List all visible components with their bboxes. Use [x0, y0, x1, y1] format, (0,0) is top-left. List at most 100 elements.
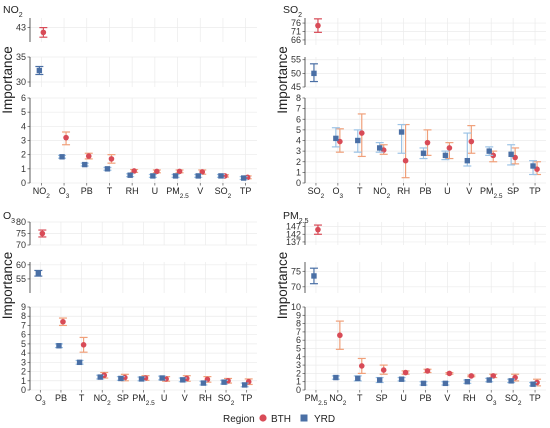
- y-tick-label: 6: [296, 114, 301, 124]
- point-yrd-u: [150, 173, 156, 179]
- series-yrd: [35, 65, 248, 181]
- x-tick-label-tp: TP: [529, 186, 541, 196]
- point-bth-o3: [39, 230, 46, 237]
- x-tick-label-u: U: [161, 393, 168, 403]
- series-bth: [313, 18, 542, 179]
- y-tick-label: 8: [296, 319, 301, 329]
- point-bth-v: [468, 138, 475, 145]
- y-tick-label: 0: [21, 385, 26, 395]
- x-tick-label-rh: RH: [463, 393, 476, 403]
- y-tick-label: 3: [21, 136, 26, 146]
- x-tick-label-so2: SO2: [218, 393, 235, 407]
- point-yrd-pm25: [311, 273, 317, 279]
- point-bth-pb: [85, 153, 92, 159]
- point-yrd-pb: [56, 343, 62, 349]
- x-tick-label-no2: NO2: [329, 393, 347, 407]
- x-tick-label-pm25: PM2.5: [132, 393, 155, 407]
- y-tick-label: 2: [21, 367, 26, 377]
- y-tick-label: 1: [296, 377, 301, 387]
- point-yrd-so2: [311, 70, 317, 77]
- point-yrd-o3: [59, 154, 65, 160]
- x-tick-label-pb: PB: [419, 393, 431, 403]
- axis-segment-2: 30 35: [16, 52, 257, 87]
- series-bth: [313, 224, 542, 387]
- y-tick-label: 4: [21, 121, 26, 131]
- point-bth-rh: [402, 157, 409, 164]
- y-tick-label: 80: [16, 217, 26, 227]
- point-bth-o3: [63, 134, 69, 141]
- y-tick-label: 4: [296, 352, 301, 362]
- point-yrd-o3: [333, 135, 339, 142]
- y-tick-label: 1: [21, 376, 26, 386]
- y-tick-label: 66: [291, 35, 301, 45]
- point-yrd-tp: [530, 163, 536, 169]
- y-tick-label: 45: [291, 82, 301, 92]
- x-tick-label-o3: O3: [59, 186, 70, 200]
- y-axis-label: Importance: [0, 46, 15, 114]
- point-bth-pb: [60, 318, 66, 325]
- x-tick-label-rh: RH: [397, 186, 410, 196]
- y-tick-label: 5: [21, 107, 26, 117]
- point-yrd-no2: [36, 67, 43, 74]
- y-tick-label: 5: [21, 339, 26, 349]
- point-yrd-rh: [464, 379, 471, 385]
- x-tick-label-so2: SO2: [308, 186, 325, 200]
- point-yrd-sp: [118, 375, 124, 382]
- axis-segment-2: 45 50 55: [291, 55, 546, 92]
- point-yrd-tp: [530, 381, 536, 387]
- x-tick-label-t: T: [357, 393, 363, 403]
- x-tick-label-tp: TP: [241, 393, 253, 403]
- point-bth-pm25: [315, 226, 321, 233]
- point-bth-pm25: [176, 168, 183, 175]
- y-tick-label: 2: [296, 157, 301, 167]
- y-tick-label: 4: [296, 136, 301, 146]
- point-bth-pb: [424, 368, 431, 374]
- point-bth-so2: [315, 22, 321, 29]
- y-tick-label: 6: [21, 93, 26, 103]
- point-yrd-t: [76, 359, 83, 366]
- y-tick-label: 2: [21, 150, 26, 160]
- point-yrd-rh: [398, 129, 405, 135]
- legend-marker-yrd: [300, 414, 308, 422]
- x-axis: NO2 O3 PB T RH U PM2.5 V SO2 TP: [33, 183, 251, 200]
- x-tick-label-pm25: PM2.5: [480, 186, 503, 200]
- x-tick-label-no2: NO2: [94, 393, 112, 407]
- y-tick-label: 9: [21, 302, 26, 312]
- point-bth-t: [358, 130, 365, 136]
- y-tick-label: 1: [21, 164, 26, 174]
- x-tick-label-sp: SP: [507, 186, 519, 196]
- panel-title: NO2: [3, 4, 23, 19]
- point-bth-u: [446, 145, 453, 151]
- y-tick-label: 6: [296, 335, 301, 345]
- point-yrd-so2: [218, 173, 224, 179]
- x-tick-label-pm25: PM2.5: [166, 186, 189, 200]
- point-yrd-sp: [376, 377, 383, 383]
- point-bth-pb: [424, 139, 431, 146]
- x-axis: SO2 O3 T NO2 RH PB U V PM2.5 SP TP: [308, 183, 541, 200]
- point-bth-pm25: [490, 152, 497, 159]
- point-yrd-v: [195, 173, 201, 179]
- legend-marker-bth: [259, 414, 267, 422]
- point-yrd-pb: [420, 380, 427, 387]
- x-tick-label-u: U: [444, 186, 451, 196]
- x-tick-label-v: V: [197, 186, 203, 196]
- point-bth-rh: [468, 373, 475, 379]
- y-tick-label: 50: [291, 68, 301, 78]
- y-tick-label: 0: [296, 385, 301, 395]
- y-tick-label: 7: [21, 320, 26, 330]
- point-bth-rh: [131, 168, 137, 174]
- y-axis-label: Importance: [275, 46, 290, 114]
- y-tick-label: 8: [296, 93, 301, 103]
- axis-segment-2: 70 75: [291, 262, 546, 293]
- x-tick-label-pb: PB: [55, 393, 67, 403]
- y-axis-label: Importance: [275, 252, 290, 320]
- point-bth-t: [80, 342, 87, 348]
- x-tick-label-sp: SP: [376, 393, 388, 403]
- point-bth-t: [358, 363, 365, 369]
